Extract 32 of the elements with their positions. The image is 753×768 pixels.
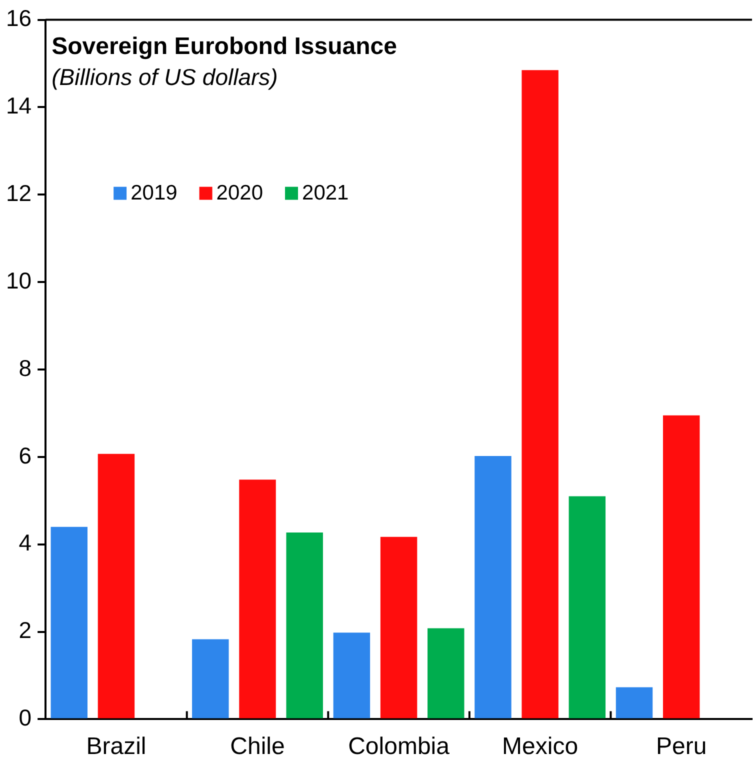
bar — [50, 526, 88, 718]
bar — [474, 456, 512, 718]
bar — [662, 415, 700, 718]
bar — [333, 632, 370, 718]
text: (Billions of US dollars) — [52, 64, 278, 90]
x-tick-label: Chile — [230, 733, 285, 760]
bar — [616, 687, 653, 718]
y-tick-label: 14 — [6, 92, 32, 119]
y-tick-label: 8 — [18, 354, 32, 381]
bar — [192, 639, 229, 718]
legend-label: 2019 — [130, 182, 178, 205]
y-tick-label: 0 — [18, 704, 32, 731]
x-tick-label: Colombia — [348, 733, 450, 760]
bar — [286, 532, 323, 718]
bar — [380, 536, 418, 718]
y-tick-label: 10 — [6, 267, 32, 294]
bar — [522, 70, 558, 718]
bar — [428, 628, 464, 718]
legend-label: 2020 — [216, 182, 264, 205]
y-tick-label: 12 — [6, 180, 32, 206]
bar — [98, 454, 135, 718]
text: Sovereign Eurobond Issuance — [52, 32, 398, 60]
bar — [568, 496, 606, 718]
y-tick-label: 2 — [18, 617, 32, 644]
x-tick-label: Mexico — [502, 733, 578, 760]
x-tick-label: Brazil — [86, 733, 146, 760]
bar — [239, 480, 276, 718]
y-tick-label: 6 — [18, 442, 32, 468]
y-tick-label: 16 — [6, 5, 32, 32]
y-tick-label: 4 — [18, 530, 32, 556]
x-tick-label: Peru — [656, 733, 707, 760]
legend-label: 2021 — [302, 182, 349, 205]
